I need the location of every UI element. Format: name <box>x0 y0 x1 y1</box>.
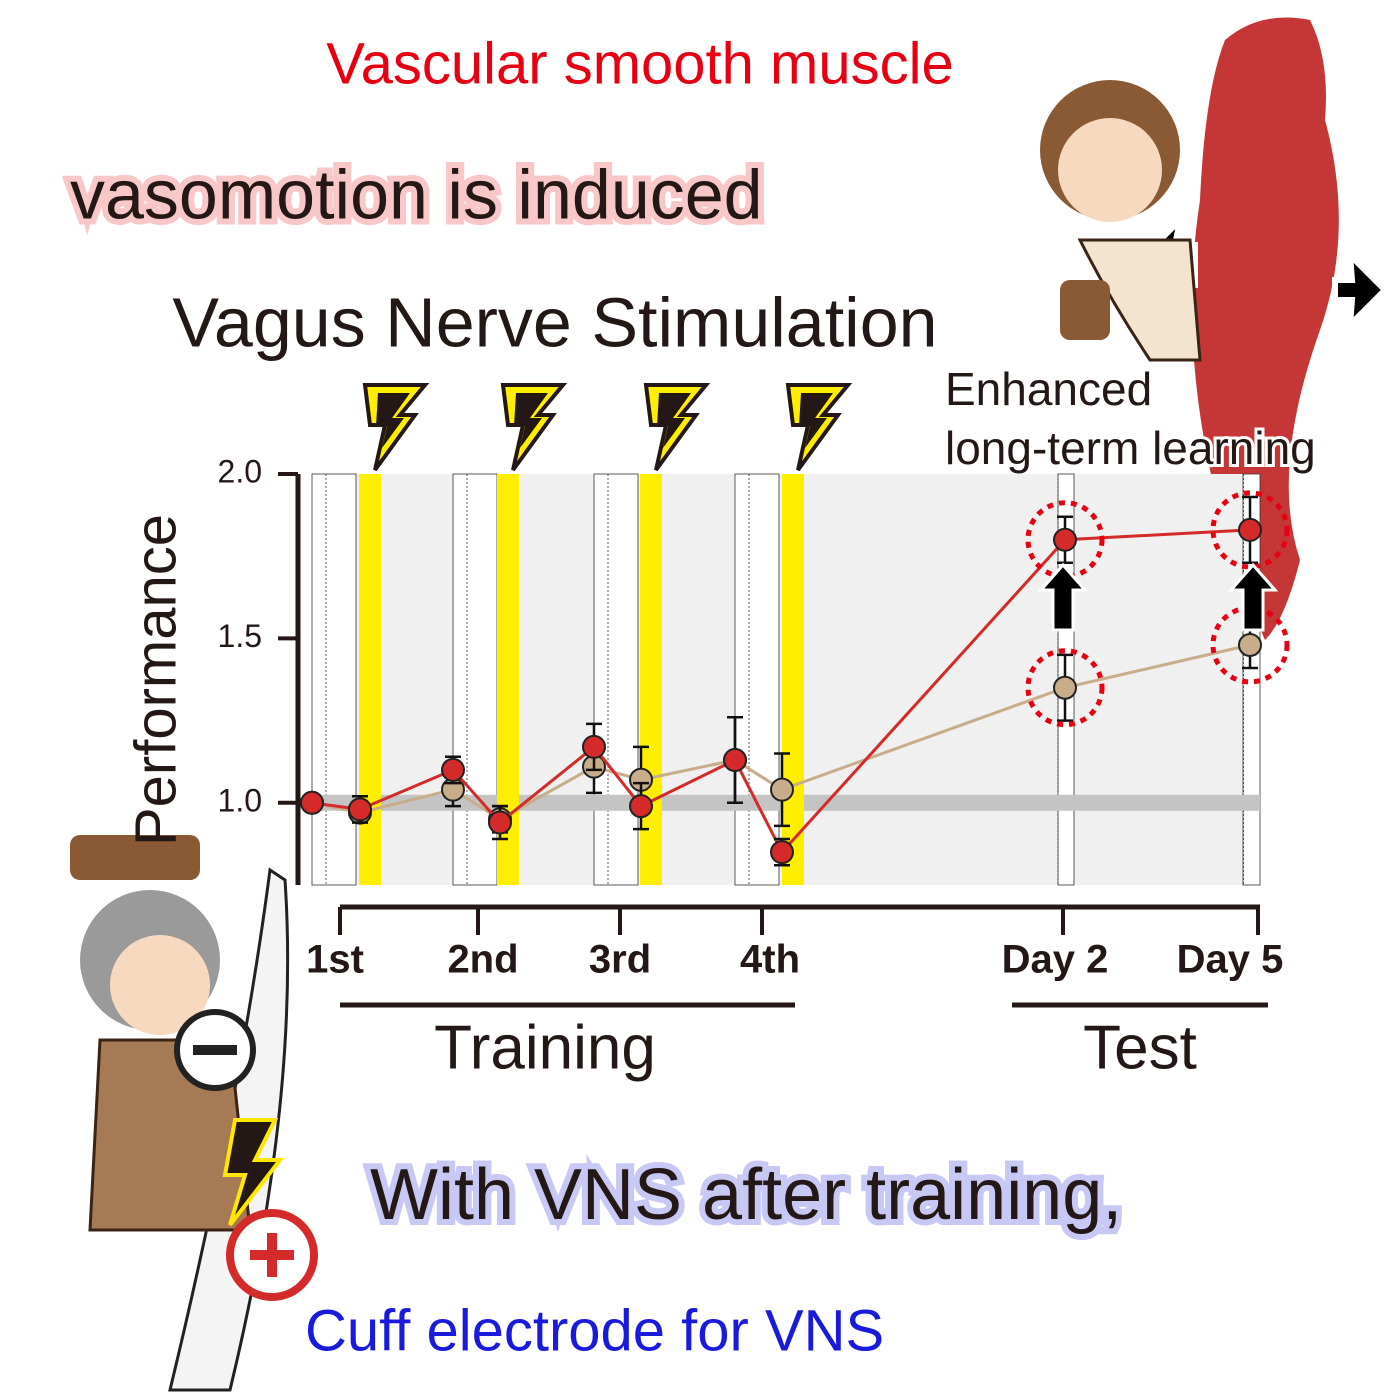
electrode-plus <box>267 1233 277 1277</box>
lightning <box>376 393 410 448</box>
group-label: Training <box>434 1013 656 1082</box>
character <box>1058 118 1162 222</box>
x-tick-label: Day 2 <box>1002 938 1109 982</box>
chart-title: Vagus Nerve Stimulation <box>172 283 937 361</box>
data-point <box>1238 632 1262 657</box>
lightning <box>514 393 548 448</box>
annotation: Enhanced <box>945 363 1152 415</box>
electrode-minus <box>193 1045 237 1055</box>
lightning <box>799 393 833 448</box>
data-point <box>300 790 324 815</box>
data-point <box>348 797 372 822</box>
highlight-ring <box>1025 500 1105 580</box>
data-point <box>1238 517 1262 542</box>
lightning <box>222 1118 285 1227</box>
improvement-arrow <box>1227 562 1279 632</box>
y-tick-label: 1.5 <box>218 618 262 654</box>
highlight-ring <box>1025 648 1105 728</box>
y-tick-label: 2.0 <box>218 453 262 489</box>
arrow <box>1332 247 1390 333</box>
data-point <box>1053 527 1077 552</box>
data-point <box>770 840 794 865</box>
x-tick-label: 4th <box>740 938 800 982</box>
character <box>70 835 200 880</box>
x-tick-label: 1st <box>306 938 364 982</box>
stimulation-bar <box>497 474 519 885</box>
group-label: Test <box>1083 1013 1197 1082</box>
session-column <box>311 473 357 886</box>
headline: vasomotion is induced <box>70 155 763 233</box>
series-line <box>311 643 1251 821</box>
improvement-arrow <box>1037 562 1089 632</box>
series-line <box>311 528 1251 855</box>
highlight-ring <box>1210 605 1290 685</box>
data-point <box>441 757 465 782</box>
highlight-ring <box>1210 490 1290 570</box>
annotation: long-term learning <box>945 422 1316 474</box>
data-point <box>582 734 606 759</box>
character <box>110 935 210 1035</box>
session-column <box>734 473 780 886</box>
character <box>1077 238 1202 362</box>
stimulation-bar <box>640 474 662 885</box>
data-point <box>1053 675 1077 700</box>
data-point <box>723 748 747 773</box>
data-point <box>629 794 653 819</box>
annotation: With VNS after training, <box>370 1155 1122 1235</box>
stimulation-bar <box>782 474 804 885</box>
stimulation-bar <box>359 474 381 885</box>
y-tick-label: 1.0 <box>218 782 262 818</box>
data-point <box>488 810 512 835</box>
annotation: Cuff electrode for VNS <box>305 1298 884 1363</box>
data-point <box>770 777 794 802</box>
lightning <box>657 393 691 448</box>
character <box>1060 280 1110 340</box>
x-tick-label: 3rd <box>589 938 651 982</box>
y-axis-label: Performance <box>123 514 188 846</box>
x-tick-label: Day 5 <box>1177 938 1284 982</box>
annotation: Vascular smooth muscle <box>326 31 954 96</box>
session-column <box>593 473 639 886</box>
x-tick-label: 2nd <box>447 938 518 982</box>
